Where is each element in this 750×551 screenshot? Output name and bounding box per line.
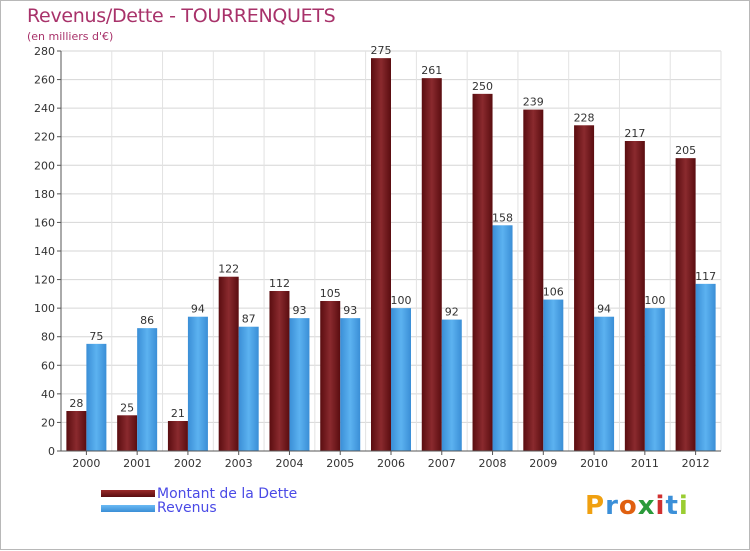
data-label: 239 xyxy=(523,96,544,109)
y-tick-label: 160 xyxy=(34,216,55,229)
bar-revenus xyxy=(492,225,513,451)
proxiti-logo: Proxiti xyxy=(585,491,689,521)
logo-letter: x xyxy=(637,491,656,521)
bar-revenus xyxy=(86,343,107,451)
bar-revenus xyxy=(289,318,310,451)
data-label: 228 xyxy=(574,111,595,124)
legend-label-revenus: Revenus xyxy=(157,500,217,516)
data-label: 100 xyxy=(391,294,412,307)
bar-revenus xyxy=(695,283,716,451)
x-tick-label: 2006 xyxy=(377,457,405,470)
x-tick-label: 2011 xyxy=(631,457,659,470)
x-tick-label: 2010 xyxy=(580,457,608,470)
data-label: 205 xyxy=(675,144,696,157)
bar-dette xyxy=(167,421,188,451)
y-tick-label: 280 xyxy=(34,45,55,58)
bar-dette xyxy=(218,276,239,451)
data-label: 106 xyxy=(543,286,564,299)
x-tick-label: 2005 xyxy=(326,457,354,470)
legend-swatch-debt xyxy=(101,490,155,497)
data-label: 117 xyxy=(695,270,716,283)
logo-letter: r xyxy=(605,491,619,521)
bar-dette xyxy=(269,291,290,451)
bar-dette xyxy=(66,411,87,451)
x-tick-label: 2003 xyxy=(225,457,253,470)
chart-subtitle: (en milliers d'€) xyxy=(27,30,114,43)
x-tick-label: 2001 xyxy=(123,457,151,470)
bar-revenus xyxy=(391,308,411,451)
bar-revenus xyxy=(644,308,665,451)
y-tick-label: 120 xyxy=(34,274,55,287)
y-tick-label: 100 xyxy=(34,302,55,315)
x-tick-label: 2007 xyxy=(428,457,456,470)
y-tick-label: 220 xyxy=(34,131,55,144)
data-label: 250 xyxy=(472,80,493,93)
legend-swatch-revenus xyxy=(101,505,155,512)
data-label: 158 xyxy=(492,211,513,224)
y-tick-label: 0 xyxy=(48,445,55,458)
bar-dette xyxy=(320,301,341,451)
bar-revenus xyxy=(594,316,615,451)
data-label: 94 xyxy=(191,303,205,316)
data-label: 105 xyxy=(320,287,341,300)
data-label: 28 xyxy=(69,397,83,410)
y-tick-label: 140 xyxy=(34,245,55,258)
data-label: 86 xyxy=(140,314,154,327)
x-tick-label: 2004 xyxy=(275,457,303,470)
bar-revenus xyxy=(340,318,361,451)
data-label: 122 xyxy=(218,263,239,276)
bar-revenus xyxy=(238,326,259,451)
y-tick-label: 200 xyxy=(34,159,55,172)
data-label: 92 xyxy=(445,306,459,319)
logo-letter: i xyxy=(655,491,666,521)
data-label: 112 xyxy=(269,277,290,290)
logo-letter: o xyxy=(618,491,638,521)
legend-label-debt: Montant de la Dette xyxy=(157,486,298,502)
data-label: 94 xyxy=(597,303,611,316)
data-label: 87 xyxy=(242,313,256,326)
x-tick-label: 2002 xyxy=(174,457,202,470)
data-label: 93 xyxy=(292,304,306,317)
y-tick-label: 80 xyxy=(41,331,55,344)
bar-dette xyxy=(574,125,595,452)
bar-dette xyxy=(675,158,696,451)
x-tick-label: 2008 xyxy=(479,457,507,470)
x-tick-label: 2000 xyxy=(72,457,100,470)
data-label: 275 xyxy=(371,44,392,57)
bar-dette xyxy=(371,58,391,452)
y-tick-label: 180 xyxy=(34,188,55,201)
bar-dette xyxy=(523,109,544,452)
y-tick-label: 60 xyxy=(41,359,55,372)
x-tick-label: 2012 xyxy=(682,457,710,470)
bar-revenus xyxy=(441,319,462,451)
bar-revenus xyxy=(543,299,564,451)
data-label: 217 xyxy=(624,127,645,140)
chart-title: Revenus/Dette - TOURRENQUETS xyxy=(27,5,336,27)
bar-dette xyxy=(421,78,442,452)
bar-dette xyxy=(117,415,138,451)
data-label: 100 xyxy=(644,294,665,307)
logo-letter: i xyxy=(678,491,689,521)
bar-dette xyxy=(624,141,645,451)
y-tick-label: 240 xyxy=(34,102,55,115)
logo-letter: t xyxy=(665,491,679,521)
data-label: 75 xyxy=(89,330,103,343)
y-tick-label: 260 xyxy=(34,74,55,87)
bar-revenus xyxy=(137,328,158,451)
data-label: 25 xyxy=(120,401,134,414)
x-tick-label: 2009 xyxy=(529,457,557,470)
data-label: 261 xyxy=(421,64,442,77)
y-tick-label: 40 xyxy=(41,388,55,401)
logo-letter: P xyxy=(585,491,606,521)
bar-dette xyxy=(472,93,493,451)
data-label: 93 xyxy=(343,304,357,317)
bar-revenus xyxy=(187,316,208,451)
y-tick-label: 20 xyxy=(41,416,55,429)
data-label: 21 xyxy=(171,407,185,420)
